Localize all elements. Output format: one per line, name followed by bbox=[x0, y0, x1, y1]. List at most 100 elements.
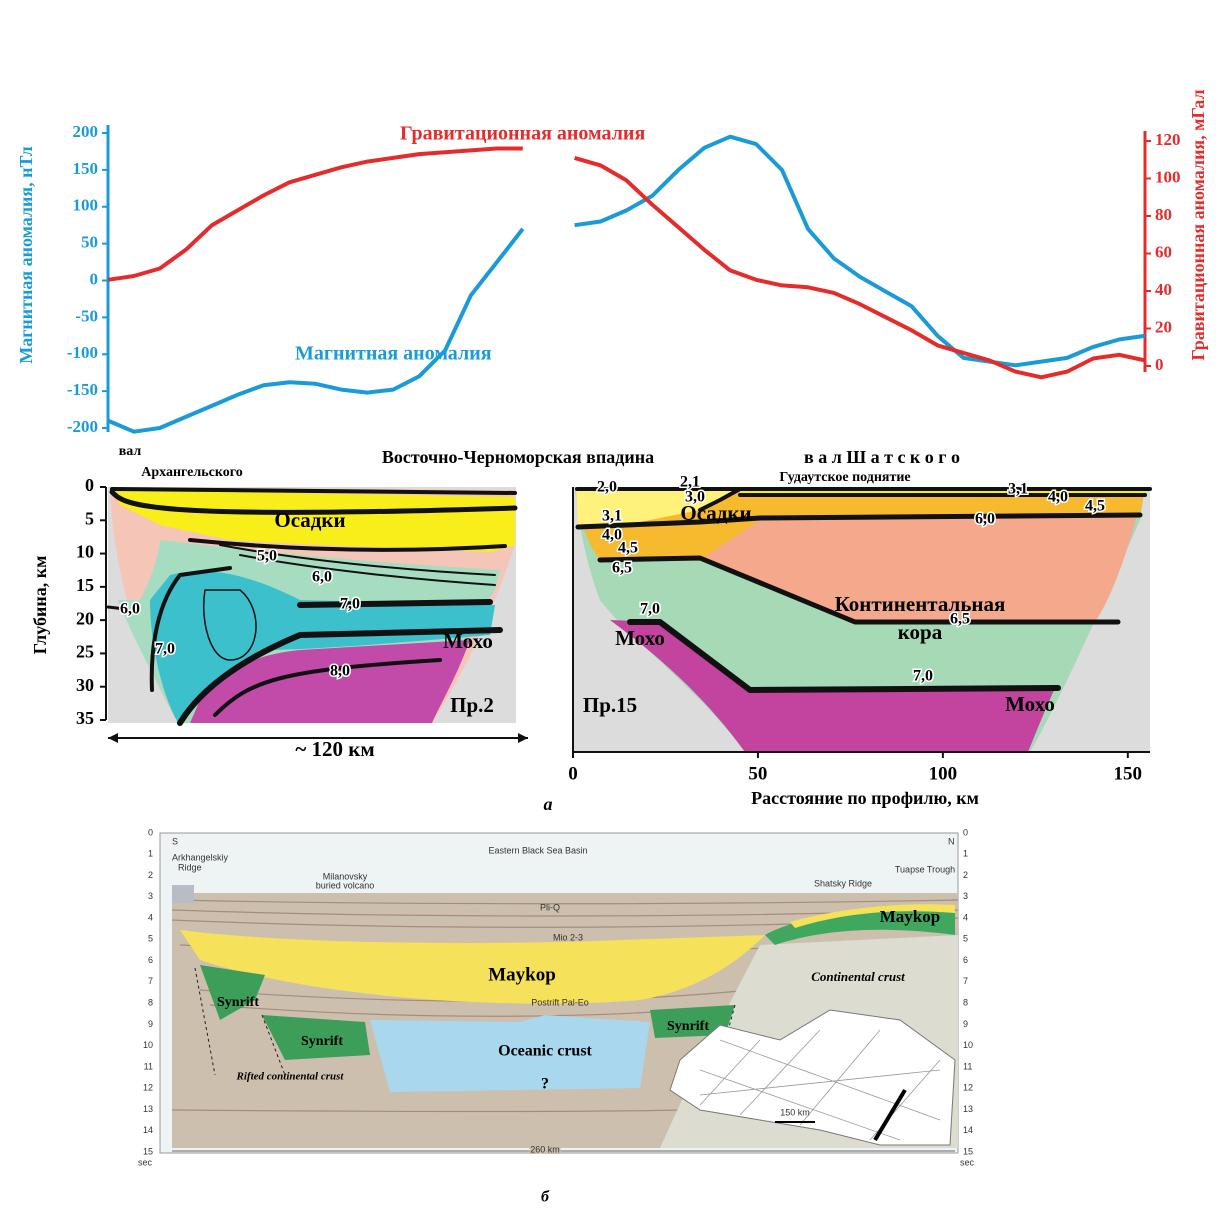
time-tick-label: 14 bbox=[963, 1125, 973, 1135]
y2-tick-label: 20 bbox=[1155, 317, 1172, 336]
y2-tick-label: 100 bbox=[1155, 167, 1181, 186]
y-tick-label: -50 bbox=[75, 306, 98, 325]
profile-name: Пр.15 bbox=[583, 693, 637, 717]
velocity-label: 7,0 bbox=[640, 601, 660, 618]
time-tick-label: 10 bbox=[143, 1040, 153, 1050]
unit-label: Oceanic crust bbox=[498, 1043, 592, 1060]
velocity-label: 7,0 bbox=[340, 596, 360, 613]
distance-tick-label: 50 bbox=[748, 763, 767, 784]
velocity-label: 2,0 bbox=[597, 479, 617, 496]
depth-axis-label: Глубина, км bbox=[30, 556, 50, 655]
panel-label: б bbox=[541, 1189, 550, 1206]
velocity-label: 6,0 bbox=[975, 511, 995, 528]
time-tick-label: 9 bbox=[963, 1019, 968, 1029]
time-tick-label: 7 bbox=[963, 976, 968, 986]
y-tick-label: 200 bbox=[73, 122, 99, 141]
figure: Магнитная аномалия, нТл Гравитационная а… bbox=[0, 0, 1220, 1209]
section-title: Eastern Black Sea Basin bbox=[488, 845, 587, 855]
depth-tick-label: 5 bbox=[85, 508, 94, 528]
time-tick-label: 13 bbox=[963, 1104, 973, 1114]
y-tick-label: -150 bbox=[67, 380, 98, 399]
time-tick-label: 14 bbox=[143, 1125, 153, 1135]
unit-label: Mio 2-3 bbox=[553, 932, 583, 942]
time-tick-label: 8 bbox=[148, 998, 153, 1008]
time-tick-label: 1 bbox=[148, 849, 153, 859]
time-tick-label: 7 bbox=[148, 976, 153, 986]
ridge-block bbox=[172, 885, 194, 903]
y2-tick-label: 0 bbox=[1155, 355, 1164, 374]
place-label: Tuapse Trough bbox=[895, 864, 955, 874]
y-tick-label: -200 bbox=[67, 417, 98, 436]
y2-axis-label: Гравитационная аномалия, мГал bbox=[1188, 89, 1208, 360]
place-label: Ridge bbox=[178, 862, 202, 872]
depth-tick-label: 15 bbox=[76, 575, 94, 595]
velocity-label: 5,0 bbox=[257, 548, 277, 565]
time-tick-label: 12 bbox=[963, 1083, 973, 1093]
series-label: Гравитационная аномалия bbox=[400, 123, 645, 145]
place-label: Гудаутское поднятие bbox=[779, 470, 910, 485]
time-tick-label: 3 bbox=[963, 891, 968, 901]
velocity-label: 8,0 bbox=[330, 663, 350, 680]
time-unit: sec bbox=[960, 1157, 975, 1167]
end-label: N bbox=[948, 836, 955, 846]
time-tick-label: 1 bbox=[963, 849, 968, 859]
time-tick-label: 5 bbox=[963, 934, 968, 944]
time-tick-label: 11 bbox=[963, 1061, 972, 1071]
length-label: 260 km bbox=[530, 1144, 560, 1154]
time-tick-label: 2 bbox=[148, 870, 153, 880]
place-label: Arkhangelskiy bbox=[172, 852, 229, 862]
unit-label: Postrift Pal-Eo bbox=[531, 997, 589, 1007]
unit-label: Maykop bbox=[488, 964, 556, 985]
velocity-label: 6,5 bbox=[950, 611, 970, 628]
depth-tick-label: 25 bbox=[76, 642, 94, 662]
y2-tick-label: 120 bbox=[1155, 130, 1181, 149]
time-tick-label: 11 bbox=[144, 1061, 153, 1071]
time-tick-label: 12 bbox=[143, 1083, 153, 1093]
depth-tick-label: 20 bbox=[76, 608, 94, 628]
velocity-label: 6,0 bbox=[312, 569, 332, 586]
time-tick-label: 3 bbox=[148, 891, 153, 901]
time-tick-label: 0 bbox=[963, 827, 968, 837]
depth-tick-label: 0 bbox=[85, 475, 94, 495]
y2-tick-label: 60 bbox=[1155, 242, 1172, 261]
layer-label: Мохо bbox=[443, 629, 493, 653]
velocity-label: 3,1 bbox=[1008, 481, 1028, 498]
velocity-label: 3,0 bbox=[685, 489, 705, 506]
time-tick-label: 10 bbox=[963, 1040, 973, 1050]
place-label: Shatsky Ridge bbox=[814, 878, 872, 888]
place-label: вал bbox=[119, 444, 142, 459]
unit-label: Synrift bbox=[301, 1034, 343, 1049]
series-line bbox=[108, 149, 1145, 378]
profile-name: Пр.2 bbox=[450, 693, 494, 717]
layer-label: кора bbox=[898, 620, 943, 644]
time-tick-label: 15 bbox=[143, 1146, 153, 1156]
unit-label: Rifted continental crust bbox=[236, 1071, 345, 1083]
time-tick-label: 15 bbox=[963, 1146, 973, 1156]
place-label: Архангельского bbox=[141, 465, 243, 480]
time-tick-label: 9 bbox=[148, 1019, 153, 1029]
time-tick-label: 6 bbox=[148, 955, 153, 965]
time-tick-label: 4 bbox=[148, 912, 153, 922]
unit-label: ? bbox=[541, 1076, 549, 1093]
velocity-label: 7,0 bbox=[913, 668, 933, 685]
y-tick-label: -100 bbox=[67, 343, 98, 362]
width-label: ~ 120 км bbox=[295, 737, 374, 761]
layer-label: Континентальная bbox=[835, 592, 1006, 616]
distance-tick-label: 100 bbox=[929, 763, 958, 784]
y2-tick-label: 40 bbox=[1155, 280, 1172, 299]
time-tick-label: 0 bbox=[148, 827, 153, 837]
distance-axis-label: Расстояние по профилю, км bbox=[751, 788, 979, 808]
depth-tick-label: 30 bbox=[76, 675, 94, 695]
time-tick-label: 13 bbox=[143, 1104, 153, 1114]
panel-label: а bbox=[544, 794, 553, 814]
time-tick-label: 2 bbox=[963, 870, 968, 880]
place-label: Восточно-Черноморская впадина bbox=[382, 447, 654, 467]
time-tick-label: 4 bbox=[963, 912, 968, 922]
place-label: buried volcano bbox=[316, 880, 375, 890]
depth-tick-label: 35 bbox=[76, 708, 94, 728]
y-tick-label: 150 bbox=[73, 159, 99, 178]
layer-label: Осадки bbox=[274, 508, 345, 532]
velocity-label: 3,1 bbox=[602, 508, 622, 525]
unit-label: Maykop bbox=[880, 907, 940, 926]
unit-label: Synrift bbox=[217, 995, 259, 1010]
